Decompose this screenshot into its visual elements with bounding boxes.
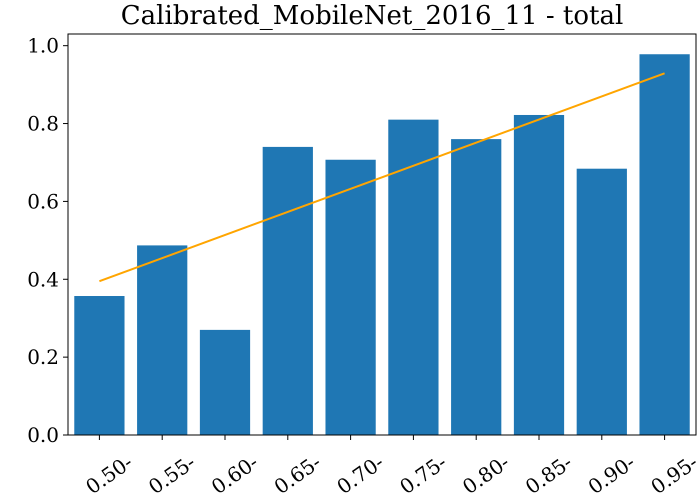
trend-line [99, 72, 665, 283]
bar-085 [513, 114, 565, 435]
bar-095 [639, 54, 690, 435]
x-tick-label: 0.95- [646, 450, 700, 499]
x-tick-label: 0.85- [521, 450, 577, 499]
bar-050 [74, 296, 125, 435]
bar-060 [199, 329, 251, 435]
x-tick-label: 0.55- [144, 450, 200, 499]
bar-080 [451, 139, 502, 435]
bar-090 [576, 168, 627, 436]
bar-065 [262, 146, 313, 436]
bars-group [74, 54, 690, 436]
x-tick-label: 0.75- [395, 450, 451, 499]
y-tick-label: 0.8 [27, 112, 59, 136]
x-tick-label: 0.50- [81, 450, 137, 499]
y-axis: 0.0 0.2 0.4 0.6 0.8 1.0 [27, 34, 68, 447]
x-tick-label: 0.90- [584, 450, 640, 499]
x-tick-label: 0.60- [207, 450, 263, 499]
x-tick-label: 0.80- [458, 450, 514, 499]
x-axis: 0.50- 0.55- 0.60- 0.65- 0.70- 0.75- 0.80- 0.85-… [81, 435, 700, 499]
trend-line-group [99, 72, 665, 283]
y-tick-label: 0.4 [27, 267, 59, 291]
y-tick-label: 0.6 [27, 189, 59, 213]
y-tick-label: 1.0 [27, 34, 59, 58]
x-tick-label: 0.70- [332, 450, 388, 499]
y-tick-label: 0.2 [27, 345, 59, 369]
x-tick-label: 0.65- [270, 450, 326, 499]
bar-055 [137, 245, 188, 435]
chart-title: Calibrated_MobileNet_2016_11 - total [121, 1, 624, 31]
y-tick-label: 0.0 [27, 423, 59, 447]
bar-070 [325, 159, 376, 435]
plot-frame [67, 33, 697, 436]
bar-075 [388, 119, 439, 435]
